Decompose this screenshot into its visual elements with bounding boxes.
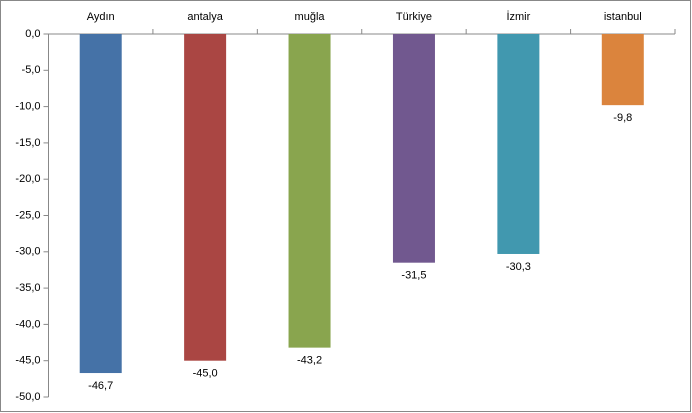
- value-label: -43,2: [297, 355, 322, 367]
- value-label: -45,0: [193, 368, 218, 380]
- y-tick-label: -5,0: [22, 64, 41, 76]
- value-label: -9,8: [613, 112, 632, 124]
- y-tick-label: -40,0: [15, 318, 40, 330]
- bar: [184, 34, 227, 361]
- bar: [392, 34, 435, 263]
- y-tick-label: -15,0: [15, 137, 40, 149]
- y-tick-label: -45,0: [15, 355, 40, 367]
- bar: [79, 34, 122, 374]
- y-tick-label: -50,0: [15, 391, 40, 403]
- y-tick-label: 0,0: [25, 28, 40, 40]
- x-tick-label: Aydın: [87, 11, 115, 23]
- x-tick-label: muğla: [295, 11, 326, 23]
- y-tick-label: -20,0: [15, 173, 40, 185]
- bar: [497, 34, 540, 254]
- x-tick-label: istanbul: [604, 11, 642, 23]
- bar: [601, 34, 644, 106]
- value-label: -46,7: [88, 380, 113, 392]
- y-tick-label: -35,0: [15, 282, 40, 294]
- x-tick-label: İzmir: [506, 10, 530, 23]
- y-tick-label: -30,0: [15, 246, 40, 258]
- bar: [288, 34, 331, 348]
- y-tick-label: -25,0: [15, 209, 40, 221]
- value-label: -31,5: [401, 270, 426, 282]
- y-tick-label: -10,0: [15, 101, 40, 113]
- x-tick-label: antalya: [187, 11, 223, 23]
- value-label: -30,3: [506, 261, 531, 273]
- x-tick-label: Türkiye: [396, 11, 432, 23]
